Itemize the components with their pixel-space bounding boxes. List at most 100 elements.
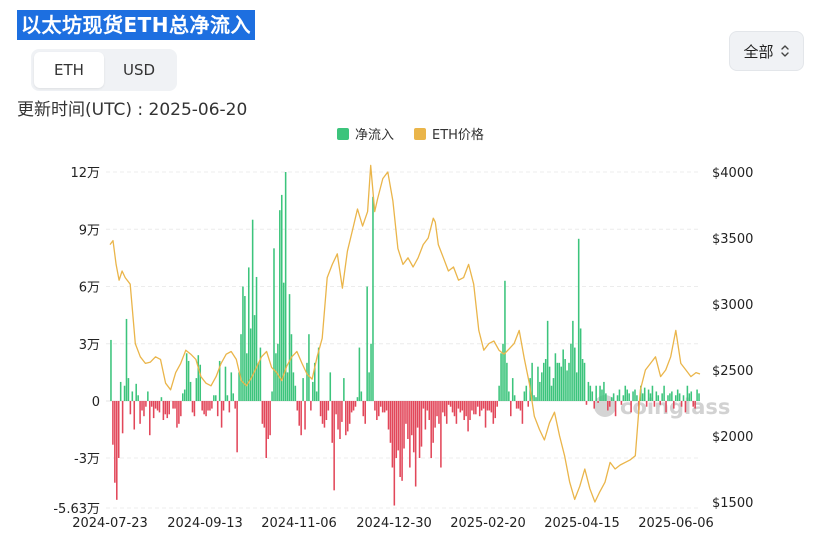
bar [511,378,514,401]
bar [574,347,576,401]
bar [178,401,180,424]
bar [610,397,613,401]
bar [436,401,438,417]
bar [228,401,231,413]
bar [376,401,378,421]
bar [661,393,663,401]
y-right-tick-label: $3000 [712,298,753,313]
bar [486,401,489,411]
bar [242,286,244,401]
bar [428,401,431,421]
bar [420,401,423,447]
bar [416,401,419,428]
bar [434,401,436,428]
bar [162,401,165,421]
bar [123,385,126,401]
bar [599,385,601,401]
bar [676,389,679,401]
bar [391,401,394,468]
bar [387,401,390,430]
bar [692,401,694,407]
bar [205,401,207,417]
bar [236,401,238,453]
bar [133,401,136,430]
y-right-tick-label: $3500 [712,232,753,247]
bar [632,391,634,401]
x-tick-label: 2024-09-13 [167,516,243,531]
bar [473,401,475,415]
bar [317,347,320,401]
bar [368,372,370,402]
bar [333,401,335,491]
bar [271,391,273,401]
bar [521,401,524,424]
bar [145,401,147,407]
bar [286,372,289,402]
tab-eth[interactable]: ETH [34,52,104,88]
bar [362,401,365,417]
bar [593,401,595,409]
bar [135,383,137,401]
bar [605,393,607,401]
bar [154,401,157,409]
bar [628,393,630,401]
bar [273,248,275,401]
bar [494,401,497,419]
bar [110,339,112,401]
y-axis-right: $4000 $3500 $3000 $2500 $2000 $1500 [712,166,753,511]
bar [496,401,498,407]
legend-label-inflow[interactable]: 净流入 [355,128,394,143]
bar [442,401,444,413]
bar [591,391,594,401]
chevron-updown-icon [780,45,789,57]
y-left-tick-label: 0 [92,395,100,410]
bar [308,334,310,401]
bar [477,401,479,407]
bar [238,372,240,402]
bar [620,401,623,405]
bar [412,401,415,453]
y-axis-left: 12万 9万 6万 3万 0 -3万 -5.63万 [53,166,100,517]
bar [595,385,597,401]
bar [556,362,559,401]
page-title: 以太坊现货ETH总净流入 [17,10,256,40]
bar [440,401,442,468]
range-select[interactable]: 全部 [729,31,804,71]
bar [665,401,667,413]
bar [321,401,324,424]
bar [645,401,648,407]
bar [341,401,343,422]
bar [218,360,221,401]
bar [259,347,262,401]
bar [457,401,460,409]
tab-usd[interactable]: USD [122,61,156,79]
x-axis: 2024-07-23 2024-09-13 2024-11-06 2024-12-30… [72,516,714,531]
bar [224,366,227,401]
y-left-tick-label: -5.63万 [53,502,100,517]
bar [548,366,551,401]
bar [674,395,677,401]
legend-label-price[interactable]: ETH价格 [432,127,484,143]
bar [366,286,368,401]
x-tick-label: 2025-06-06 [638,516,714,531]
bar [438,401,440,424]
bar [346,401,349,432]
bar [275,353,277,401]
bar [453,401,456,417]
bar [581,359,584,401]
bar [579,328,582,401]
bar [461,401,464,411]
range-select-label: 全部 [743,42,774,61]
bar [640,385,642,401]
bar [246,353,248,401]
bar [624,385,627,401]
bar [488,401,491,411]
bar [422,401,425,409]
bar [131,391,134,401]
bar [300,401,302,436]
bar [395,401,398,459]
bar [339,401,341,440]
bar [117,401,120,459]
bar [445,401,448,424]
bar [414,401,417,487]
